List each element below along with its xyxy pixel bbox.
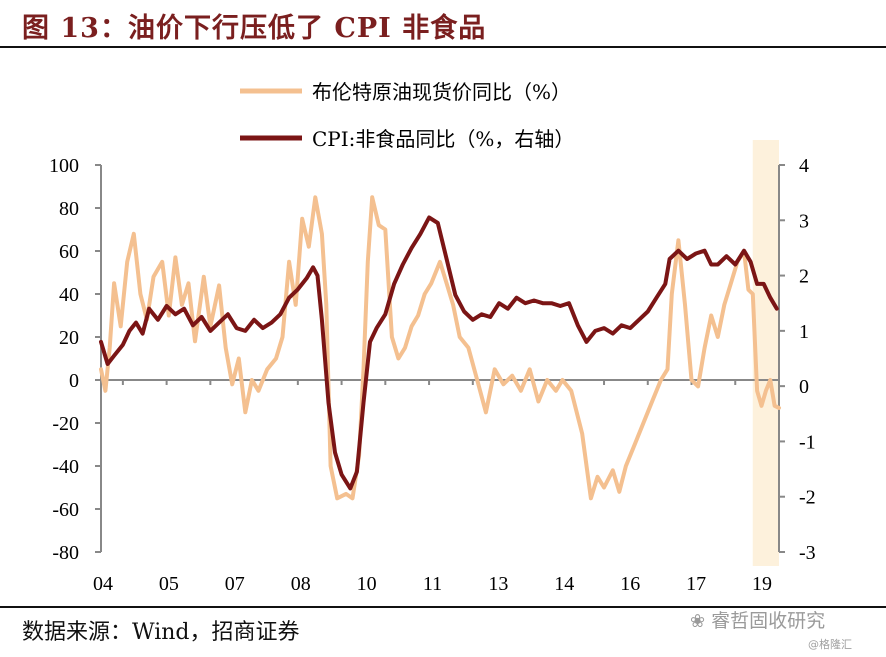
- legend-label-cpi: CPI:非食品同比（%，右轴）: [312, 127, 574, 151]
- x-axis-tick-label: 19: [752, 573, 772, 595]
- left-axis-tick-label: -40: [52, 456, 79, 478]
- x-axis-tick-label: 11: [423, 573, 442, 595]
- right-axis-tick-label: -1: [799, 431, 816, 453]
- watermark-text: 睿哲固收研究: [711, 610, 826, 632]
- series-line-brent: [99, 195, 781, 501]
- right-axis-tick-label: 4: [799, 155, 809, 177]
- left-axis-tick-label: 80: [59, 198, 79, 220]
- source-note: 数据来源：Wind，招商证券: [22, 620, 300, 645]
- watermark-sub: @格隆汇: [808, 638, 852, 651]
- legend-label-brent: 布伦特原油现货价同比（%）: [312, 80, 571, 104]
- x-axis-tick-label: 10: [357, 573, 377, 595]
- left-axis-tick-label: -20: [52, 413, 79, 435]
- x-axis-tick-label: 05: [159, 573, 179, 595]
- left-axis-tick-label: 20: [59, 327, 79, 349]
- right-axis-tick-label: -3: [799, 542, 816, 564]
- bottom-rule: [0, 606, 886, 608]
- right-axis-tick-label: 1: [799, 321, 809, 343]
- x-axis-tick-label: 08: [291, 573, 311, 595]
- x-axis-tick-label: 07: [225, 573, 245, 595]
- right-axis-tick-label: 3: [799, 210, 809, 232]
- x-axis-tick-label: 17: [686, 573, 706, 595]
- x-axis-tick-label: 04: [93, 573, 113, 595]
- right-axis-tick-label: 2: [799, 266, 809, 288]
- x-axis-tick-label: 16: [620, 573, 640, 595]
- left-axis-tick-label: 60: [59, 241, 79, 263]
- series-line-cpi: [99, 215, 779, 491]
- left-axis-tick-label: 100: [49, 155, 79, 177]
- page-title: 图 13：油价下行压低了 CPI 非食品: [22, 13, 487, 44]
- x-axis-tick-label: 13: [488, 573, 508, 595]
- right-axis-tick-label: -2: [799, 487, 816, 509]
- watermark: ❀ 睿哲固收研究: [690, 606, 825, 633]
- top-rule: [0, 46, 886, 48]
- right-axis-tick-label: 0: [799, 376, 809, 398]
- wechat-icon: ❀: [690, 611, 706, 632]
- x-axis-tick-label: 14: [554, 573, 574, 595]
- left-axis-tick-label: 40: [59, 284, 79, 306]
- left-axis-tick-label: 0: [69, 370, 79, 392]
- left-axis-tick-label: -60: [52, 499, 79, 521]
- left-axis-tick-label: -80: [52, 542, 79, 564]
